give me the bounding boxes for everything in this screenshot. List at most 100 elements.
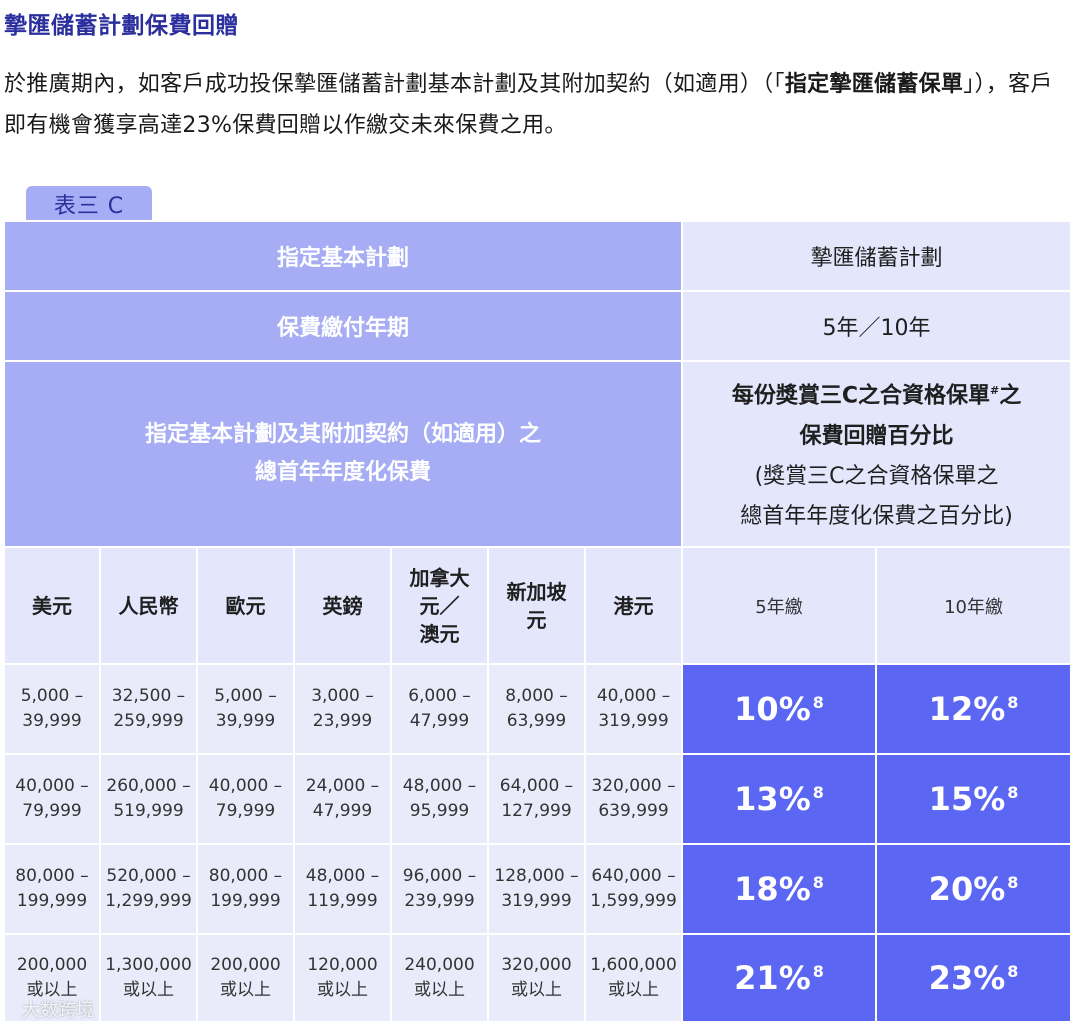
table-row: 40,000 – 79,999 260,000 – 519,999 40,000 –… [3,753,1073,845]
table-row: 80,000 – 199,999 520,000 – 1,299,999 80,00… [3,843,1073,935]
rebate-percentage-header: 每份獎賞三C之合資格保單#之 保費回贈百分比 (獎賞三C之合資格保單之 總首年年… [681,360,1073,548]
range-cell: 5,000 – 39,999 [3,663,101,755]
cell-text: 199,999 [210,891,281,911]
currency-label: 元 [526,607,547,632]
currency-label: 元／ [419,593,460,618]
cell-text: 47,999 [312,801,373,821]
cell-text: 96,000 – [402,866,477,886]
range-cell: 40,000 – 79,999 [3,753,101,845]
cell-text: 80,000 – [208,866,283,886]
rebate-header-line3: (獎賞三C之合資格保單之 [754,463,999,489]
range-cell: 128,000 – 319,999 [487,843,586,935]
rebate-header-line2: 保費回贈百分比 [799,423,954,449]
range-cell: 96,000 – 239,999 [390,843,489,935]
cell-text: 13% [734,780,811,818]
footnote-mark: 8 [1007,783,1019,803]
cell-text: 95,999 [409,801,470,821]
cell-text: 40,000 – [15,776,89,796]
annualized-premium-header: 指定基本計劃及其附加契約（如適用）之 總首年年度化保費 [2,360,684,548]
cell-text: 1,300,000 [105,955,192,975]
annualized-premium-line1: 指定基本計劃及其附加契約（如適用）之 [145,422,542,447]
range-cell: 260,000 – 519,999 [99,753,198,845]
cell-text: 32,500 – [111,686,186,706]
table-tab-label: 表三 C [26,186,152,222]
designated-plan-header: 指定基本計劃 [2,220,684,292]
currency-label: 歐元 [225,593,266,618]
range-cell: 1,300,000 或以上 [99,933,198,1023]
cell-text: 120,000 [307,955,378,975]
range-cell: 48,000 – 95,999 [390,753,489,845]
cell-text: 8,000 – [505,686,568,706]
intro-text-2: 」），客戶即有機會獲享高達23%保費回贈以作繳交未來保費之用。 [4,72,1053,138]
rebate-5-year-cell: 21% 8 [681,933,878,1023]
currency-label: 美元 [32,593,72,618]
rebate-5-year-cell: 18% 8 [681,843,878,935]
page-title: 摯匯儲蓄計劃保費回贈 [4,13,239,39]
cell-text: 520,000 – [106,866,191,886]
currency-hkd: 港元 [583,546,684,665]
cell-text: 40,000 – [596,686,671,706]
rebate-header-line4: 總首年年度化保費之百分比) [740,503,1013,529]
rebate-10-year-cell: 15% 8 [875,753,1073,845]
range-cell: 200,000 或以上 [3,933,101,1023]
currency-cad-aud: 加拿大 元／ 澳元 [390,546,489,665]
cell-text: 128,000 – [494,866,579,886]
cell-text: 119,999 [307,891,378,911]
table-row: 200,000 或以上 1,300,000 或以上 200,000 或以上 120,0… [3,933,1073,1023]
currency-label: 港元 [613,593,654,618]
cell-text: 319,999 [501,891,572,911]
range-cell: 200,000 或以上 [196,933,295,1023]
cell-text: 639,999 [598,801,669,821]
rebate-10-year-cell: 12% 8 [875,663,1073,755]
cell-text: 63,999 [506,711,567,731]
cell-text: 5,000 – [214,686,277,706]
cell-text: 320,000 – [591,776,676,796]
range-cell: 320,000 或以上 [487,933,586,1023]
footnote-mark: 8 [812,873,824,893]
cell-text: 319,999 [598,711,669,731]
range-cell: 120,000 或以上 [293,933,392,1023]
cell-text: 12% [928,690,1006,728]
currency-label: 人民幣 [118,593,179,618]
range-cell: 320,000 – 639,999 [583,753,684,845]
range-cell: 520,000 – 1,299,999 [99,843,198,935]
range-cell: 8,000 – 63,999 [487,663,586,755]
cell-text: 47,999 [409,711,470,731]
payment-term-cell: 5年／10年 [681,290,1073,362]
cell-text: 519,999 [113,801,184,821]
range-cell: 64,000 – 127,999 [487,753,586,845]
cell-text: 239,999 [404,891,475,911]
cell-text: 199,999 [16,891,88,911]
cell-text: 24,000 – [305,776,380,796]
cell-text: 或以上 [608,980,660,1000]
cell-text: 1,599,999 [590,891,677,911]
cell-text: 240,000 [404,955,475,975]
range-cell: 24,000 – 47,999 [293,753,392,845]
rebate-10-year-cell: 20% 8 [875,843,1073,935]
range-cell: 6,000 – 47,999 [390,663,489,755]
rebate-header-line1: 每份獎賞三C之合資格保單#之 [683,371,1070,416]
range-cell: 32,500 – 259,999 [99,663,198,755]
intro-bold-text: 指定摯匯儲蓄保單 [784,72,964,97]
cell-text: 40,000 – [208,776,283,796]
currency-label: 澳元 [419,621,460,646]
range-cell: 40,000 – 319,999 [583,663,684,755]
cell-text: 200,000 [210,955,281,975]
footnote-mark: 8 [812,693,824,713]
range-cell: 48,000 – 119,999 [293,843,392,935]
rebate-10-year-cell: 23% 8 [875,933,1073,1023]
cell-text: 10% [734,690,811,728]
range-cell: 1,600,000 或以上 [583,933,684,1023]
range-cell: 80,000 – 199,999 [3,843,101,935]
rebate-5-year-cell: 13% 8 [681,753,878,845]
cell-text: 18% [734,870,811,908]
footnote-mark: 8 [1007,873,1019,893]
range-cell: 80,000 – 199,999 [196,843,295,935]
footnote-mark: 8 [1007,962,1019,982]
watermark-logo: 大数跨境 [22,1000,94,1021]
table-row: 5,000 – 39,999 32,500 – 259,999 5,000 – 39,… [3,663,1073,755]
cell-text: 80,000 – [15,866,89,886]
cell-text: 640,000 – [591,866,676,886]
cell-text: 或以上 [511,980,562,1000]
cell-text: 48,000 – [305,866,380,886]
